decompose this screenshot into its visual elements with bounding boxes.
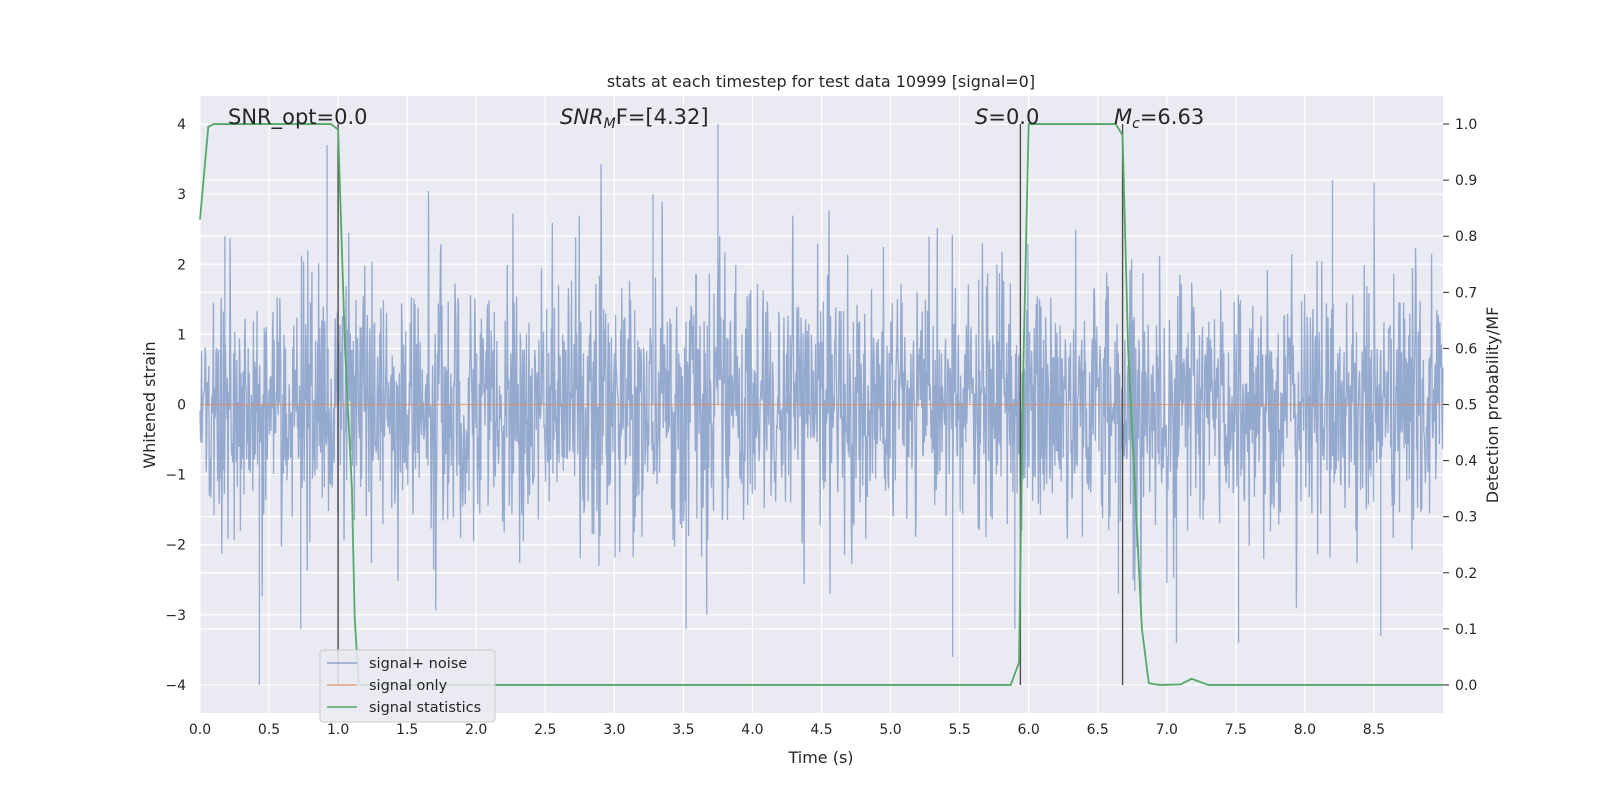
- x-tick-label: 2.5: [534, 722, 556, 738]
- y2-tick-label: 0.0: [1455, 678, 1477, 694]
- legend-label-noise: signal+ noise: [369, 656, 467, 672]
- x-tick-label: 3.5: [672, 722, 694, 738]
- x-tick-label: 7.5: [1225, 722, 1247, 738]
- noise-trace: [199, 124, 1444, 685]
- mc-sub: c: [1132, 116, 1140, 132]
- x-tick-label: 6.0: [1018, 722, 1040, 738]
- mc-rest: =6.63: [1140, 105, 1204, 129]
- snr-mf-main: SNR: [560, 105, 604, 129]
- y2-tick-label: 0.7: [1455, 285, 1477, 301]
- legend-label-stats: signal statistics: [369, 700, 481, 716]
- statistics-series: [199, 123, 1443, 686]
- y2-tick-label: 0.3: [1455, 510, 1477, 526]
- x-axis-label: Time (s): [787, 748, 853, 767]
- x-tick-label: 8.0: [1294, 722, 1316, 738]
- y-tick-label: −3: [165, 608, 186, 624]
- snr-mf-rest: F=[4.32]: [616, 105, 709, 129]
- y2-tick-label: 0.9: [1455, 173, 1477, 189]
- y2-tick-labels: 1.0 0.9 0.8 0.7 0.6 0.5 0.4 0.3 0.2 0.1 0.0: [1443, 117, 1477, 694]
- x-tick-label: 7.0: [1156, 722, 1178, 738]
- annotation-snr-mf: SNRMF=[4.32]: [560, 105, 709, 132]
- x-tick-label: 5.5: [948, 722, 970, 738]
- x-tick-label: 5.0: [879, 722, 901, 738]
- y-tick-label: −2: [165, 538, 186, 554]
- y2-axis-label: Detection probability/MF: [1483, 307, 1502, 504]
- y2-tick-label: 0.8: [1455, 229, 1477, 245]
- s-main: S: [975, 105, 988, 129]
- x-tick-label: 1.5: [396, 722, 418, 738]
- noise-series: [199, 124, 1444, 685]
- x-tick-label: 4.5: [810, 722, 832, 738]
- y2-tick-label: 0.1: [1455, 622, 1477, 638]
- x-tick-label: 8.5: [1363, 722, 1385, 738]
- y-axis-label: Whitened strain: [140, 341, 159, 468]
- legend: signal+ noise signal only signal statist…: [319, 649, 496, 723]
- y2-tick-label: 0.5: [1455, 398, 1477, 414]
- snr-mf-sub: M: [604, 116, 616, 132]
- legend-box: [319, 649, 496, 723]
- mc-main: M: [1114, 105, 1132, 129]
- y-tick-label: 0: [177, 398, 186, 414]
- y-tick-label: 1: [177, 327, 186, 343]
- chart-title: stats at each timestep for test data 109…: [607, 72, 1035, 91]
- x-tick-labels: 0.0 0.5 1.0 1.5 2.0 2.5 3.0 3.5 4.0 4.5 5.0 5.5 6.0 6…: [189, 722, 1385, 738]
- y2-tick-label: 0.4: [1455, 454, 1477, 470]
- y2-tick-label: 1.0: [1455, 117, 1477, 133]
- annotation-snr-opt: SNR_opt=0.0: [228, 105, 368, 130]
- x-tick-label: 0.5: [258, 722, 280, 738]
- x-tick-label: 2.0: [465, 722, 487, 738]
- legend-label-signal: signal only: [369, 678, 448, 694]
- y-tick-label: −4: [165, 678, 186, 694]
- x-tick-label: 3.0: [603, 722, 625, 738]
- x-tick-label: 1.0: [327, 722, 349, 738]
- y-tick-label: 2: [177, 257, 186, 273]
- y-tick-label: 4: [177, 117, 186, 133]
- s-rest: =0.0: [988, 105, 1039, 129]
- statistics-trace: [199, 123, 1443, 686]
- y-tick-label: −1: [165, 468, 186, 484]
- y-tick-label: 3: [177, 187, 186, 203]
- x-tick-label: 6.5: [1087, 722, 1109, 738]
- x-tick-label: 0.0: [189, 722, 211, 738]
- y-tick-labels: 4 3 2 1 0 −1 −2 −3 −4: [165, 117, 186, 694]
- annotation-s: S=0.0: [975, 105, 1039, 129]
- x-tick-label: 4.0: [741, 722, 763, 738]
- y2-tick-label: 0.2: [1455, 566, 1477, 582]
- y2-tick-label: 0.6: [1455, 341, 1477, 357]
- annotation-mc: Mc=6.63: [1114, 105, 1204, 132]
